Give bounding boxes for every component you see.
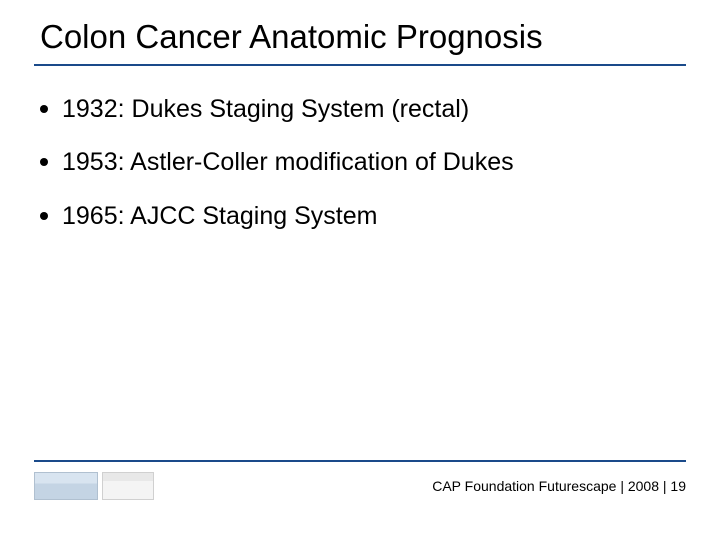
bullet-text: AJCC Staging System [130,202,377,230]
bullet-year: 1932: [62,95,125,123]
list-item: 1932: Dukes Staging System (rectal) [40,94,686,125]
footer-thumbnail-icon [34,472,154,500]
list-item: 1965: AJCC Staging System [40,201,686,232]
slide-container: Colon Cancer Anatomic Prognosis 1932: Du… [0,0,720,540]
bullet-text: Dukes Staging System (rectal) [132,95,470,123]
title-underline [34,64,686,66]
footer: CAP Foundation Futurescape | 2008 | 19 [34,460,686,500]
bullet-year: 1953: [62,148,125,176]
bullet-list: 1932: Dukes Staging System (rectal) 1953… [34,94,686,232]
bullet-text: Astler-Coller modification of Dukes [130,148,513,176]
footer-year: 2008 [628,478,659,494]
footer-org: CAP Foundation Futurescape [432,478,616,494]
slide-title: Colon Cancer Anatomic Prognosis [34,18,686,64]
footer-text: CAP Foundation Futurescape | 2008 | 19 [432,478,686,494]
footer-page: 19 [670,478,686,494]
list-item: 1953: Astler-Coller modification of Duke… [40,147,686,178]
footer-underline [34,460,686,462]
bullet-year: 1965: [62,202,125,230]
footer-row: CAP Foundation Futurescape | 2008 | 19 [34,472,686,500]
thumb-panel-left [34,472,98,500]
thumb-panel-right [102,472,154,500]
